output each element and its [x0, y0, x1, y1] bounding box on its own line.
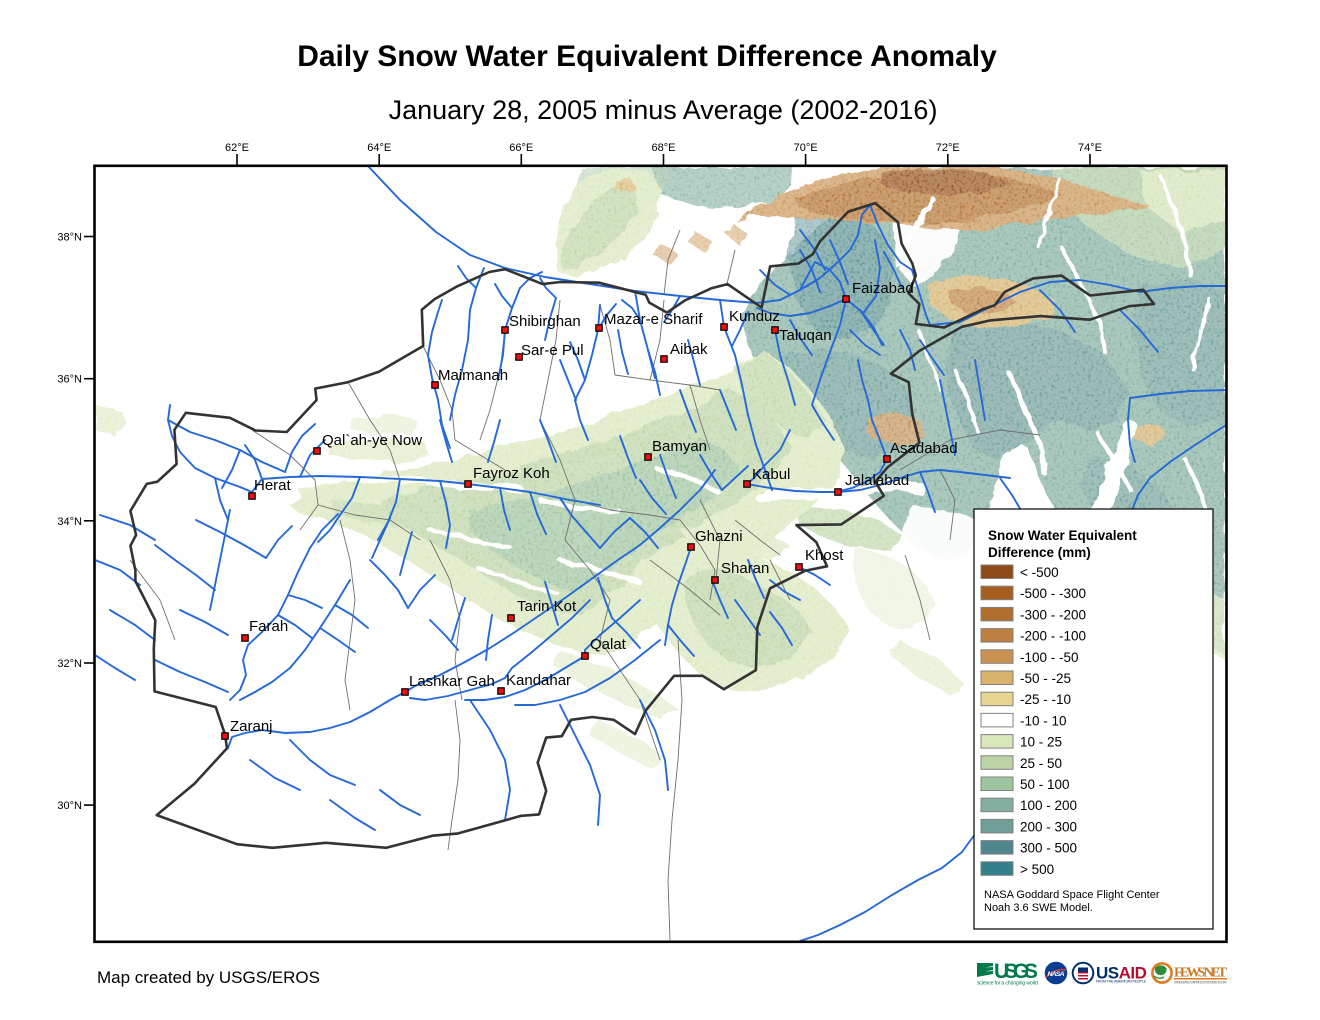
- svg-text:70°E: 70°E: [794, 142, 818, 154]
- svg-text:Qalat: Qalat: [590, 636, 627, 653]
- svg-text:NASA: NASA: [1048, 971, 1065, 978]
- svg-text:Noah 3.6 SWE Model.: Noah 3.6 SWE Model.: [984, 902, 1093, 914]
- svg-text:64°E: 64°E: [367, 142, 391, 154]
- svg-text:Map created by USGS/EROS: Map created by USGS/EROS: [97, 968, 320, 987]
- svg-text:Taluqan: Taluqan: [779, 327, 832, 344]
- svg-text:-300 - -200: -300 - -200: [1020, 607, 1086, 622]
- svg-text:25 - 50: 25 - 50: [1020, 756, 1062, 771]
- svg-text:FROM THE AMERICAN PEOPLE: FROM THE AMERICAN PEOPLE: [1096, 980, 1147, 984]
- svg-text:January 28, 2005 minus Average: January 28, 2005 minus Average (2002-201…: [389, 95, 938, 125]
- svg-text:Difference (mm): Difference (mm): [988, 545, 1091, 560]
- svg-text:72°E: 72°E: [936, 142, 960, 154]
- svg-text:200 - 300: 200 - 300: [1020, 819, 1077, 834]
- svg-text:36°N: 36°N: [57, 374, 82, 386]
- svg-text:Ghazni: Ghazni: [695, 528, 743, 545]
- svg-text:74°E: 74°E: [1078, 142, 1102, 154]
- svg-text:300 - 500: 300 - 500: [1020, 841, 1077, 856]
- svg-text:66°E: 66°E: [509, 142, 533, 154]
- svg-text:Jalalabad: Jalalabad: [845, 472, 909, 489]
- svg-text:Snow Water Equivalent: Snow Water Equivalent: [988, 528, 1137, 543]
- svg-text:Bamyan: Bamyan: [652, 438, 707, 455]
- svg-text:Kandahar: Kandahar: [506, 672, 571, 689]
- svg-text:Kunduz: Kunduz: [729, 308, 780, 325]
- svg-text:30°N: 30°N: [57, 800, 82, 812]
- svg-text:34°N: 34°N: [57, 516, 82, 528]
- svg-text:NASA Goddard Space Flight Cent: NASA Goddard Space Flight Center: [984, 889, 1160, 901]
- svg-text:32°N: 32°N: [57, 658, 82, 670]
- svg-text:Zaranj: Zaranj: [230, 718, 273, 735]
- svg-text:Lashkar Gah: Lashkar Gah: [409, 673, 495, 690]
- svg-text:Aibak: Aibak: [670, 341, 708, 358]
- svg-text:100 - 200: 100 - 200: [1020, 798, 1077, 813]
- svg-text:USAID: USAID: [1096, 964, 1147, 983]
- svg-text:FAMINE EARLY WARNING SYSTEMS N: FAMINE EARLY WARNING SYSTEMS NETWORK: [1174, 981, 1228, 985]
- svg-text:Daily Snow Water Equivalent Di: Daily Snow Water Equivalent Difference A…: [297, 40, 997, 73]
- svg-text:-25 - -10: -25 - -10: [1020, 692, 1071, 707]
- svg-text:Sar-e Pul: Sar-e Pul: [521, 342, 584, 359]
- svg-text:Sharan: Sharan: [721, 560, 769, 577]
- svg-text:Farah: Farah: [249, 618, 288, 635]
- svg-text:Shibirghan: Shibirghan: [509, 313, 581, 330]
- svg-text:-500 - -300: -500 - -300: [1020, 586, 1086, 601]
- svg-text:> 500: > 500: [1020, 862, 1054, 877]
- svg-text:Herat: Herat: [254, 477, 292, 494]
- svg-text:Qal`ah-ye Now: Qal`ah-ye Now: [322, 432, 422, 449]
- svg-text:< -500: < -500: [1020, 565, 1059, 580]
- svg-text:Asadabad: Asadabad: [890, 440, 958, 457]
- svg-text:-200 - -100: -200 - -100: [1020, 629, 1086, 644]
- svg-text:Khost: Khost: [805, 547, 844, 564]
- svg-text:50 - 100: 50 - 100: [1020, 777, 1070, 792]
- svg-text:FEWS NET: FEWS NET: [1174, 966, 1228, 981]
- svg-text:Mazar-e Sharif: Mazar-e Sharif: [604, 311, 703, 328]
- svg-text:68°E: 68°E: [652, 142, 676, 154]
- svg-text:10 - 25: 10 - 25: [1020, 735, 1062, 750]
- svg-text:USGS: USGS: [994, 960, 1038, 983]
- svg-text:Fayroz Koh: Fayroz Koh: [473, 465, 550, 482]
- svg-text:-100 - -50: -100 - -50: [1020, 650, 1079, 665]
- svg-text:-10 - 10: -10 - 10: [1020, 713, 1067, 728]
- svg-text:science for a changing world: science for a changing world: [977, 981, 1038, 987]
- svg-text:38°N: 38°N: [57, 232, 82, 244]
- svg-text:Maimanah: Maimanah: [438, 367, 508, 384]
- svg-text:Tarin Kot: Tarin Kot: [517, 598, 577, 615]
- svg-text:Kabul: Kabul: [752, 466, 790, 483]
- svg-text:62°E: 62°E: [225, 142, 249, 154]
- svg-text:Faizabad: Faizabad: [852, 280, 914, 297]
- svg-text:-50 - -25: -50 - -25: [1020, 671, 1071, 686]
